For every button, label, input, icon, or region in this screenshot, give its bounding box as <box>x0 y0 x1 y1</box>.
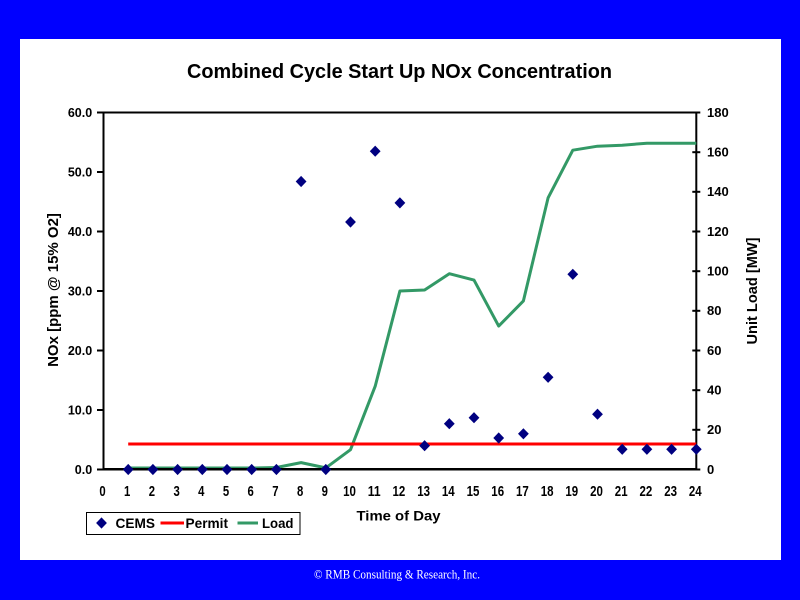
svg-text:30.0: 30.0 <box>68 285 92 299</box>
svg-text:100: 100 <box>707 264 729 279</box>
svg-text:10: 10 <box>343 484 356 500</box>
svg-text:23: 23 <box>664 484 677 500</box>
svg-text:9: 9 <box>322 484 328 500</box>
svg-text:Unit Load [MW]: Unit Load [MW] <box>744 237 761 344</box>
svg-text:NOx [ppm @ 15% O2]: NOx [ppm @ 15% O2] <box>45 213 62 367</box>
svg-text:140: 140 <box>707 184 729 199</box>
svg-text:60: 60 <box>707 343 721 358</box>
svg-text:8: 8 <box>297 484 303 500</box>
svg-text:16: 16 <box>491 484 504 500</box>
svg-text:22: 22 <box>640 484 653 500</box>
svg-text:6: 6 <box>248 484 254 500</box>
svg-text:CEMS: CEMS <box>116 515 156 531</box>
svg-text:14: 14 <box>442 484 455 500</box>
svg-text:11: 11 <box>368 484 381 500</box>
svg-text:20: 20 <box>707 422 721 437</box>
svg-text:0: 0 <box>99 484 105 500</box>
svg-text:21: 21 <box>615 484 628 500</box>
svg-text:0: 0 <box>707 462 714 477</box>
svg-text:80: 80 <box>707 303 721 318</box>
svg-text:50.0: 50.0 <box>68 166 92 180</box>
svg-text:Load: Load <box>262 515 294 531</box>
svg-text:3: 3 <box>173 484 179 500</box>
svg-text:40: 40 <box>707 383 721 398</box>
svg-text:7: 7 <box>272 484 278 500</box>
svg-text:15: 15 <box>467 484 480 500</box>
svg-text:4: 4 <box>198 484 204 500</box>
svg-text:19: 19 <box>565 484 578 500</box>
svg-text:10.0: 10.0 <box>68 404 92 418</box>
svg-text:120: 120 <box>707 224 729 239</box>
svg-text:13: 13 <box>417 484 430 500</box>
svg-text:180: 180 <box>707 105 729 120</box>
svg-text:Time of Day: Time of Day <box>357 508 441 524</box>
svg-text:40.0: 40.0 <box>68 225 92 239</box>
svg-text:Combined Cycle Start Up NOx Co: Combined Cycle Start Up NOx Concentratio… <box>187 61 612 83</box>
svg-text:5: 5 <box>223 484 229 500</box>
svg-text:18: 18 <box>541 484 554 500</box>
svg-text:17: 17 <box>516 484 529 500</box>
svg-text:Permit: Permit <box>186 515 229 531</box>
svg-text:© RMB Consulting & Research, I: © RMB Consulting & Research, Inc. <box>314 568 480 582</box>
svg-text:20.0: 20.0 <box>68 344 92 358</box>
svg-text:2: 2 <box>149 484 155 500</box>
svg-text:20: 20 <box>590 484 603 500</box>
svg-text:24: 24 <box>689 484 702 500</box>
svg-text:160: 160 <box>707 145 729 160</box>
svg-text:60.0: 60.0 <box>68 106 92 120</box>
svg-text:0.0: 0.0 <box>75 463 92 477</box>
svg-text:12: 12 <box>393 484 406 500</box>
svg-text:1: 1 <box>124 484 130 500</box>
